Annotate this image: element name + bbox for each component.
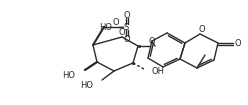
Text: O: O	[123, 35, 130, 43]
Text: HO: HO	[80, 81, 93, 89]
Text: S: S	[123, 22, 129, 32]
Text: O: O	[119, 28, 125, 37]
Text: O: O	[235, 39, 241, 47]
Text: HO: HO	[99, 22, 112, 32]
Text: O: O	[199, 24, 205, 33]
Text: O: O	[123, 10, 130, 20]
Text: O: O	[149, 37, 155, 45]
Text: O: O	[113, 18, 119, 26]
Text: HO: HO	[62, 70, 75, 79]
Text: OH: OH	[151, 66, 164, 75]
